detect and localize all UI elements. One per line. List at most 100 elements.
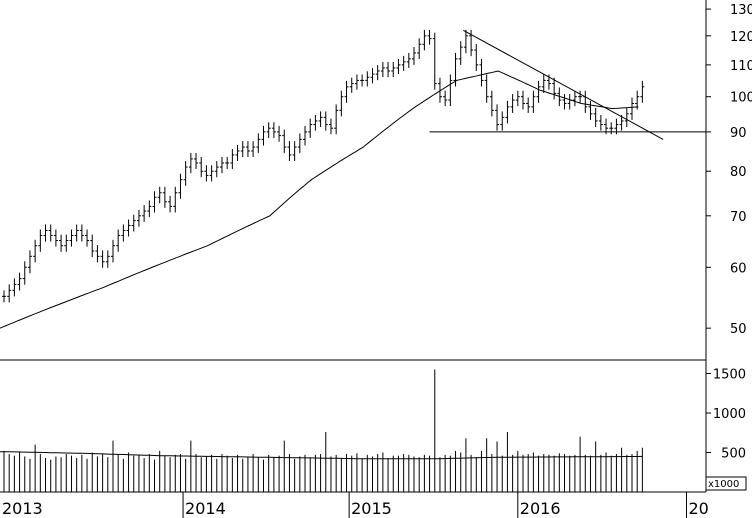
volume-tick-label: 1000 [713,407,746,422]
volume-unit-box [705,476,747,491]
price-bar [443,90,448,107]
price-bar [168,195,173,213]
price-tick-label: 100 [730,91,752,106]
price-bar [375,65,380,81]
price-bar [303,125,308,146]
price-bar [323,111,328,131]
price-bar [136,209,141,227]
price-bar [121,224,126,242]
price-bar [38,229,43,252]
price-bar [59,234,64,252]
price-bar [69,229,74,247]
price-bar [142,205,147,222]
price-bar [204,165,209,182]
price-bar [240,141,245,158]
price-bar [619,114,624,131]
price-bar [266,122,271,138]
price-bar [349,77,354,93]
price-bar [230,148,235,170]
year-tick-label: 2015 [351,499,392,518]
price-bar [235,145,240,161]
price-bar [313,114,318,131]
price-bar [162,186,167,208]
price-bar [219,157,224,174]
price-tick-label: 60 [730,261,747,276]
price-bar [116,229,121,252]
price-bar [271,122,276,138]
price-bar [277,125,282,142]
volume-unit-label: x1000 [708,479,739,490]
price-bar [396,58,401,74]
price-bar [635,90,640,110]
price-bar [261,125,266,146]
price-bar [515,90,520,107]
price-tick-label: 50 [730,322,747,337]
price-bar [214,161,219,178]
price-bar [629,97,634,120]
year-tick-label: 2013 [2,499,43,518]
price-bar [157,186,162,204]
price-bar [199,157,204,178]
price-bar [593,107,598,128]
price-bar [505,100,510,124]
price-bar [152,191,157,213]
price-bar [334,104,339,135]
year-ticks: 2013 2014 2015 2016 20 [2,492,709,518]
trendline [463,29,664,140]
price-bar [339,90,344,117]
price-bar [147,200,152,218]
price-bar [194,152,199,170]
price-bar [110,239,115,263]
price-bar [536,80,541,103]
price-bar [53,229,58,247]
axes: x1000 [0,0,747,493]
price-bar [479,58,484,87]
price-tick-label: 90 [730,126,747,141]
price-bar [183,161,188,186]
price-bar [126,219,131,237]
price-bar [79,224,84,242]
price-bar [282,129,287,154]
volume-ticks: 500 1000 1500 [706,367,746,461]
price-bar [484,74,489,103]
price-tick-label: 110 [730,59,752,74]
price-bar [578,90,583,103]
price-bar [531,90,536,113]
price-bar [354,74,359,90]
price-bar [401,55,406,71]
price-bar [437,77,442,103]
price-bar [85,229,90,247]
price-bar [474,44,479,71]
price-bar [541,74,546,93]
volume-tick-label: 500 [721,446,746,461]
price-bar [386,61,391,78]
price-bar [500,111,505,131]
price-bar [318,111,323,128]
price-tick-label: 130 [730,3,752,18]
price-moving-average-line [0,70,639,329]
volume-moving-average-line [0,451,643,460]
price-bar [48,224,53,242]
price-bar [245,141,250,158]
price-bar [131,214,136,232]
price-bar [308,118,313,138]
year-tick-label: 2016 [520,499,561,518]
price-bar [12,278,17,297]
price-bar [552,77,557,100]
price-bar [209,165,214,182]
price-bar [572,90,577,107]
price-bar [27,250,32,274]
price-bar [412,46,417,65]
price-bar [297,133,302,154]
price-bar [391,61,396,78]
price-tick-label: 70 [730,210,747,225]
price-bar [458,41,463,65]
price-bar [624,107,629,128]
price-bar [225,157,230,170]
price-bar [640,80,645,103]
price-bar [7,284,12,303]
price-bar [598,114,603,131]
price-bar [95,245,100,263]
price-tick-label: 120 [730,30,752,45]
